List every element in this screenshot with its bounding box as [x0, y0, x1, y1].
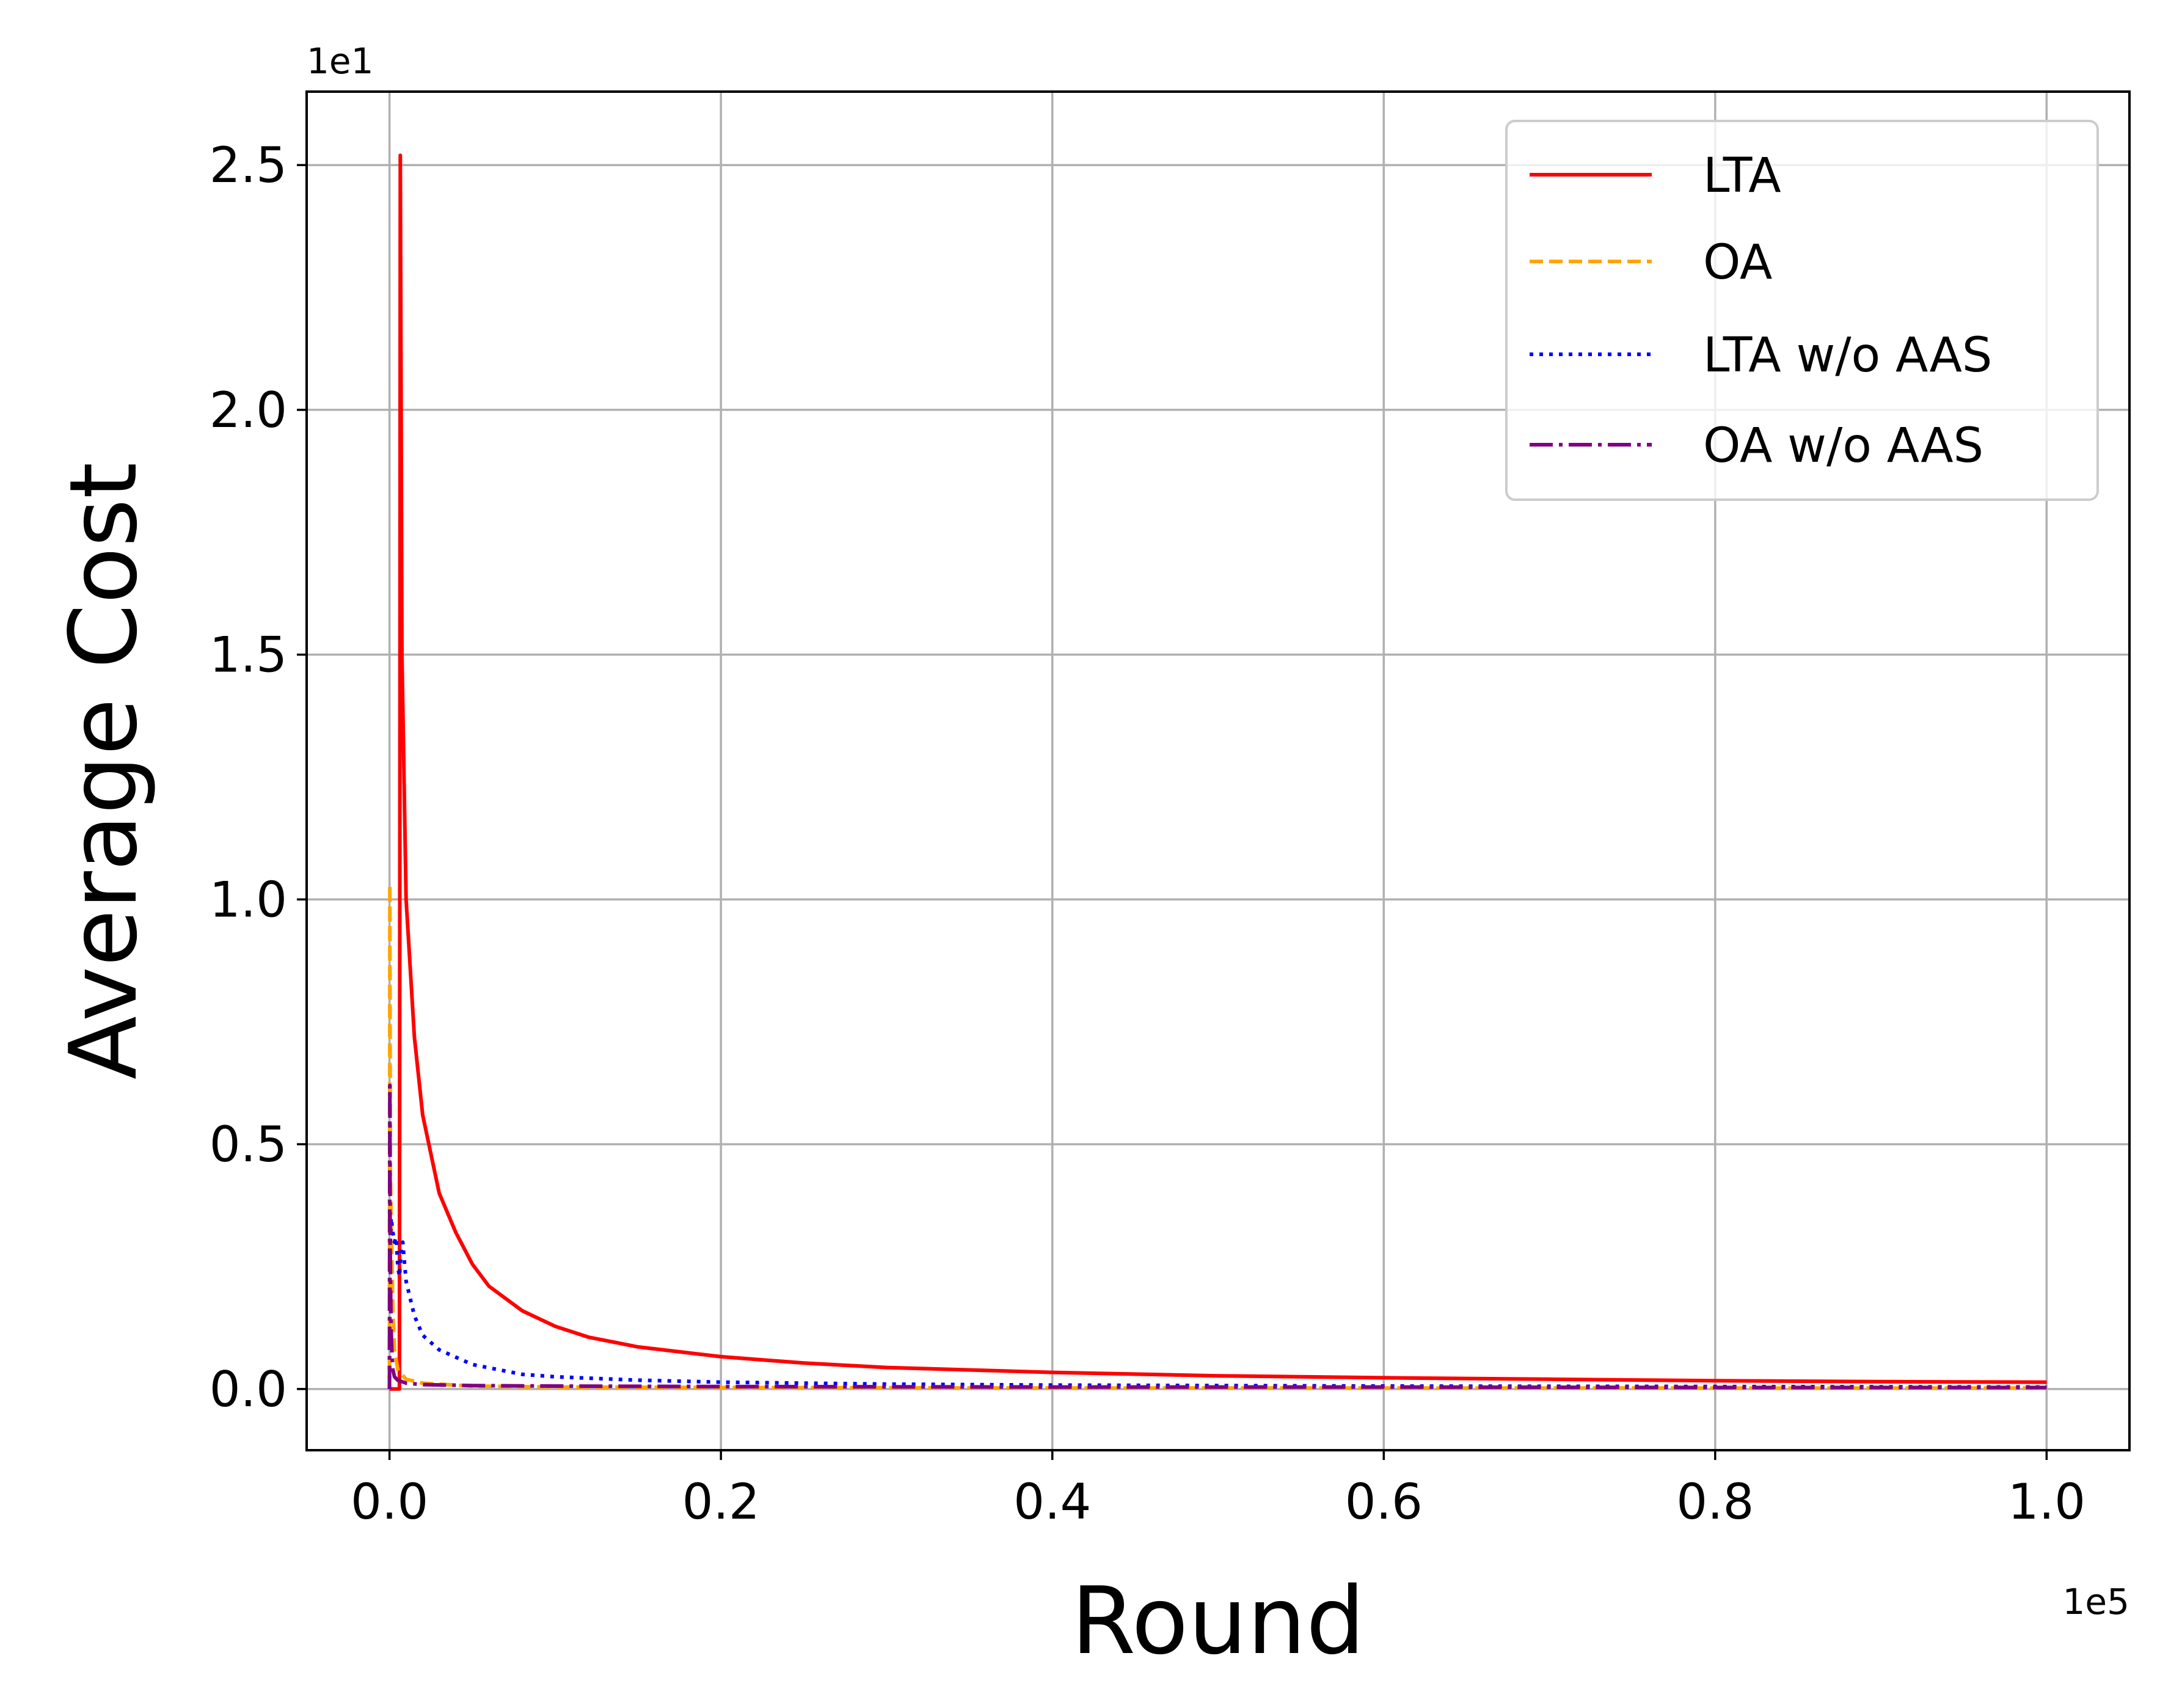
series-line-oa-w-o-aas — [387, 1083, 2047, 1390]
legend-label-lta-wo-aas: LTA w/o AAS — [1703, 328, 1992, 383]
x-tick-label: 0.4 — [1013, 1473, 1091, 1530]
x-tick-label: 0.6 — [1345, 1473, 1423, 1530]
series-line-lta — [389, 153, 2047, 1391]
x-offset-label: 1e5 — [2063, 1581, 2130, 1622]
y-tick-label: 1.5 — [210, 627, 287, 684]
x-tick-label: 0.2 — [682, 1473, 760, 1530]
legend-label-lta: LTA — [1703, 148, 1781, 203]
y-axis-title: Average Cost — [49, 462, 158, 1079]
y-offset-label: 1e1 — [307, 40, 374, 82]
legend: LTA OA LTA w/o AAS OA w/o AAS — [1505, 120, 2099, 501]
y-tick-label: 1.0 — [210, 871, 287, 928]
x-tick-label: 1.0 — [2008, 1473, 2085, 1530]
plot-frame — [305, 90, 2131, 1451]
x-tick-label: 0.8 — [1676, 1473, 1754, 1530]
legend-label-oa: OA — [1703, 235, 1772, 290]
x-axis-title: Round — [1071, 1567, 1365, 1675]
y-tick-label: 2.0 — [210, 382, 287, 439]
series-lines — [387, 153, 2047, 1391]
axis-ticks: 0.0 0.2 0.4 0.6 0.8 1.0 0.0 0.5 1.0 1.5 2.0 2.5 — [210, 137, 2085, 1530]
series-line-lta-w-o-aas — [387, 1216, 2047, 1389]
y-tick-label: 2.5 — [210, 137, 287, 194]
x-tick-label: 0.0 — [351, 1473, 428, 1530]
legend-label-oa-wo-aas: OA w/o AAS — [1703, 418, 1983, 473]
y-tick-label: 0.5 — [210, 1116, 287, 1173]
y-tick-label: 0.0 — [210, 1361, 287, 1418]
legend-box — [1505, 120, 2099, 501]
